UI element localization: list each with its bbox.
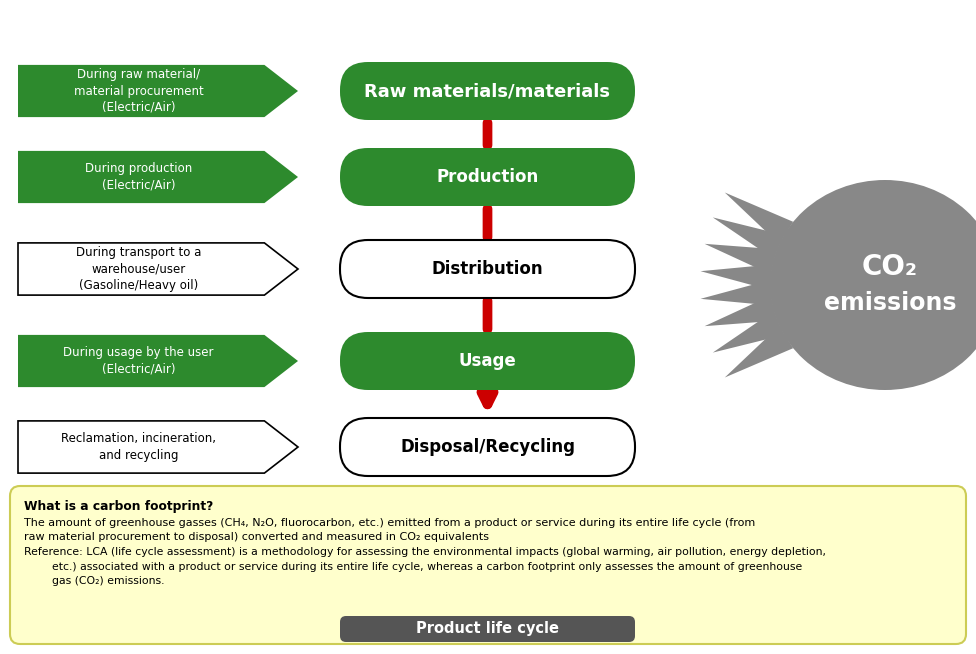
FancyBboxPatch shape [340, 148, 635, 206]
FancyBboxPatch shape [340, 62, 635, 120]
Polygon shape [18, 421, 298, 473]
Text: During transport to a
warehouse/user
(Gasoline/Heavy oil): During transport to a warehouse/user (Ga… [76, 246, 201, 292]
Text: Usage: Usage [459, 352, 516, 370]
Text: The amount of greenhouse gasses (CH₄, N₂O, fluorocarbon, etc.) emitted from a pr: The amount of greenhouse gasses (CH₄, N₂… [24, 518, 755, 528]
Polygon shape [725, 192, 793, 244]
Text: What is a carbon footprint?: What is a carbon footprint? [24, 500, 213, 513]
Polygon shape [701, 280, 772, 305]
Text: Distribution: Distribution [431, 260, 544, 278]
Polygon shape [705, 296, 777, 326]
FancyBboxPatch shape [340, 240, 635, 298]
Text: During usage by the user
(Electric/Air): During usage by the user (Electric/Air) [63, 346, 214, 376]
FancyBboxPatch shape [340, 616, 635, 642]
Text: Disposal/Recycling: Disposal/Recycling [400, 438, 575, 456]
Ellipse shape [770, 180, 976, 390]
Text: Production: Production [436, 168, 539, 186]
Polygon shape [705, 244, 777, 274]
Text: raw material procurement to disposal) converted and measured in CO₂ equivalents: raw material procurement to disposal) co… [24, 532, 489, 543]
Text: etc.) associated with a product or service during its entire life cycle, whereas: etc.) associated with a product or servi… [24, 562, 802, 572]
Polygon shape [18, 243, 298, 295]
Polygon shape [701, 264, 772, 290]
Polygon shape [712, 311, 784, 353]
Text: emissions: emissions [824, 291, 956, 315]
Text: Raw materials/materials: Raw materials/materials [364, 82, 611, 100]
Text: gas (CO₂) emissions.: gas (CO₂) emissions. [24, 576, 165, 586]
Text: Product life cycle: Product life cycle [416, 621, 559, 636]
Text: During production
(Electric/Air): During production (Electric/Air) [85, 162, 192, 192]
Polygon shape [18, 335, 298, 387]
FancyBboxPatch shape [10, 486, 966, 644]
Text: CO₂: CO₂ [862, 253, 918, 281]
FancyBboxPatch shape [340, 418, 635, 476]
Text: Reclamation, incineration,
and recycling: Reclamation, incineration, and recycling [61, 432, 216, 462]
Text: During raw material/
material procurement
(Electric/Air): During raw material/ material procuremen… [73, 68, 203, 114]
Polygon shape [18, 151, 298, 203]
Polygon shape [725, 326, 793, 377]
Polygon shape [712, 217, 784, 259]
FancyBboxPatch shape [340, 332, 635, 390]
Text: Reference: LCA (life cycle assessment) is a methodology for assessing the enviro: Reference: LCA (life cycle assessment) i… [24, 547, 826, 557]
Polygon shape [18, 65, 298, 117]
